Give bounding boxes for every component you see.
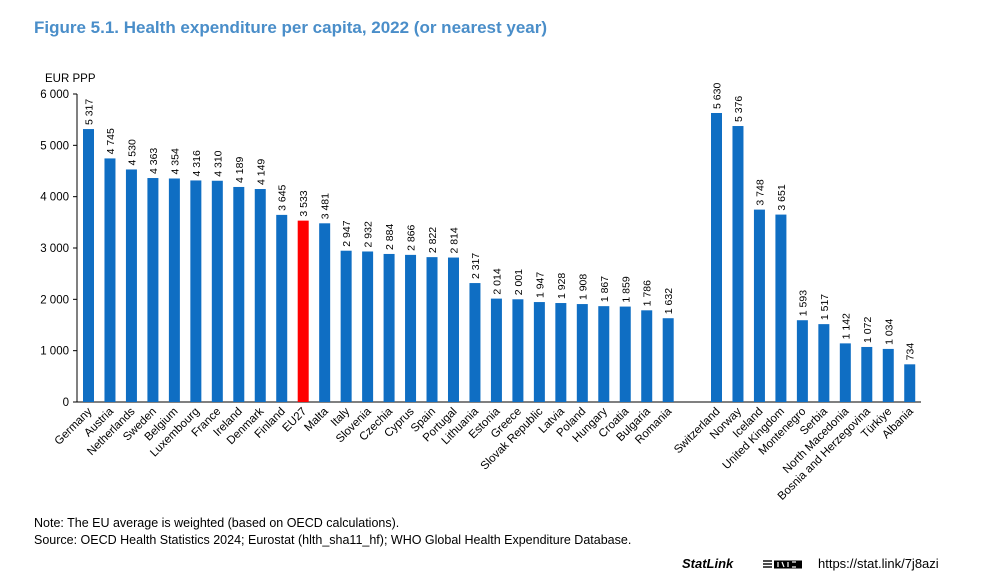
bar xyxy=(190,180,202,402)
data-label: 2 822 xyxy=(427,227,439,253)
data-label: 3 748 xyxy=(754,179,766,205)
statlink-logo-icon xyxy=(762,560,804,569)
bar xyxy=(598,306,610,402)
bar xyxy=(362,251,374,402)
bar xyxy=(254,189,266,402)
bar xyxy=(533,302,545,402)
data-label: 1 859 xyxy=(620,276,632,302)
data-label: 4 149 xyxy=(255,159,267,185)
data-label: 3 481 xyxy=(320,193,332,219)
data-label: 4 354 xyxy=(169,148,181,174)
y-tick-label: 0 xyxy=(63,397,69,409)
bar xyxy=(839,343,851,402)
bar xyxy=(233,186,245,402)
bar xyxy=(447,257,459,402)
data-label: 3 645 xyxy=(277,184,289,210)
bar xyxy=(297,220,309,402)
data-label: 2 814 xyxy=(448,227,460,253)
data-label: 3 651 xyxy=(776,184,788,210)
x-tick-label: Malta xyxy=(302,405,331,434)
data-label: 4 189 xyxy=(234,157,246,183)
data-label: 2 866 xyxy=(406,224,418,250)
data-label: 1 632 xyxy=(663,288,675,314)
bar xyxy=(753,209,765,402)
bar xyxy=(662,318,674,402)
data-label: 3 533 xyxy=(298,190,310,216)
statlink-label: StatLink xyxy=(682,556,734,571)
bar-chart: EUR PPP 0 1 000 2 000 3 000 4 000 5 000 6 000 5 … xyxy=(40,73,921,503)
y-tick-label: 1 000 xyxy=(40,346,69,358)
data-label: 4 363 xyxy=(148,148,160,174)
statlink-url-link[interactable]: https://stat.link/7j8azi xyxy=(818,556,939,571)
bar xyxy=(147,178,159,402)
data-label: 1 517 xyxy=(819,294,831,320)
bar xyxy=(512,299,524,402)
data-label: 1 928 xyxy=(556,273,568,299)
data-label: 4 530 xyxy=(126,139,138,165)
data-label: 2 317 xyxy=(470,253,482,279)
bar xyxy=(426,257,438,402)
x-tick-label: EU27 xyxy=(280,406,309,435)
y-axis-label: EUR PPP xyxy=(45,73,96,85)
data-label: 1 786 xyxy=(642,280,654,306)
bar xyxy=(405,254,417,402)
bar xyxy=(211,180,223,402)
bar xyxy=(796,320,808,402)
bar xyxy=(555,303,567,402)
y-tick-label: 3 000 xyxy=(40,243,69,255)
bar xyxy=(168,178,180,402)
data-label: 1 947 xyxy=(534,272,546,298)
data-label: 1 593 xyxy=(797,290,809,316)
data-label: 1 867 xyxy=(599,276,611,302)
data-label: 2 014 xyxy=(491,268,503,294)
bar xyxy=(490,298,502,402)
bar xyxy=(619,306,631,402)
chart-source: Source: OECD Health Statistics 2024; Eur… xyxy=(34,533,632,547)
bar xyxy=(882,348,894,402)
chart-note: Note: The EU average is weighted (based … xyxy=(34,516,400,530)
bar xyxy=(775,214,787,402)
data-label: 1 034 xyxy=(883,318,895,344)
figure-title: Figure 5.1. Health expenditure per capit… xyxy=(34,18,548,37)
data-label: 5 376 xyxy=(733,96,745,122)
data-label: 5 317 xyxy=(84,99,96,125)
bar xyxy=(904,364,916,402)
bar xyxy=(276,214,288,402)
data-label: 2 001 xyxy=(513,269,525,295)
data-label: 2 884 xyxy=(384,224,396,250)
bar xyxy=(83,129,94,402)
bar xyxy=(732,126,744,403)
data-label: 1 072 xyxy=(862,317,874,343)
data-label: 1 142 xyxy=(840,313,852,339)
data-label: 2 932 xyxy=(363,221,375,247)
bar xyxy=(576,304,588,402)
bar xyxy=(319,223,331,402)
data-label: 4 745 xyxy=(105,128,117,154)
data-label: 2 947 xyxy=(341,220,353,246)
y-tick-label: 6 000 xyxy=(40,89,69,101)
bar xyxy=(861,346,873,402)
y-tick-label: 4 000 xyxy=(40,192,69,204)
data-label: 4 310 xyxy=(212,150,224,176)
data-label: 734 xyxy=(905,343,917,361)
bar xyxy=(818,324,830,402)
bar xyxy=(340,250,352,402)
bar xyxy=(641,310,653,402)
bar xyxy=(104,158,116,402)
y-tick-label: 2 000 xyxy=(40,294,69,306)
bar xyxy=(469,283,481,402)
bar xyxy=(711,112,722,402)
bar xyxy=(125,169,137,402)
data-label: 1 908 xyxy=(577,274,589,300)
bar xyxy=(383,253,395,402)
y-tick-label: 5 000 xyxy=(40,140,69,152)
data-label: 5 630 xyxy=(712,83,724,109)
data-label: 4 316 xyxy=(191,150,203,176)
